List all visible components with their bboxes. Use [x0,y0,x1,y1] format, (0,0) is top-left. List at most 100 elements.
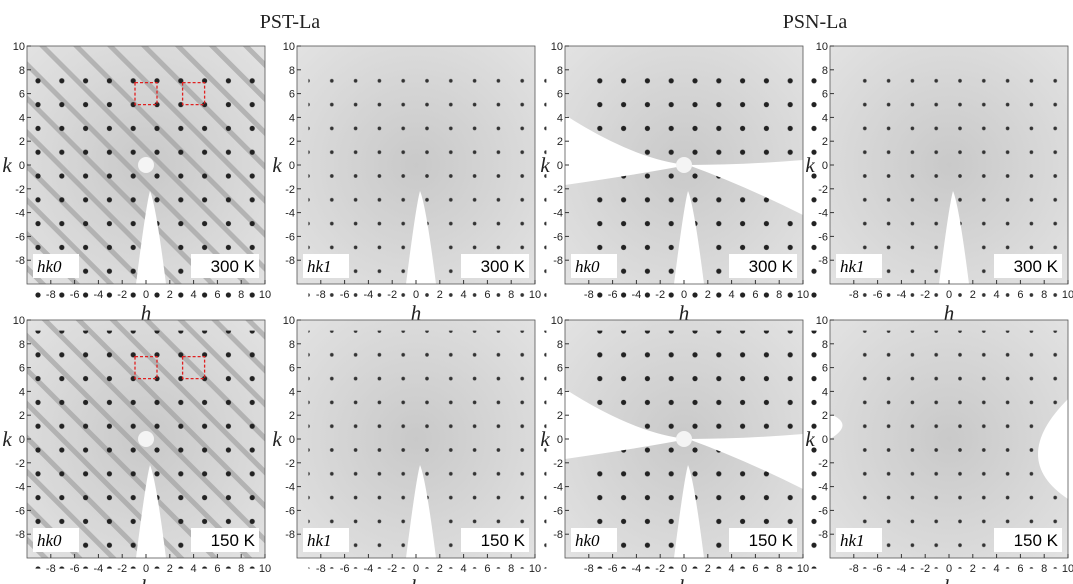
x-tick-label: 10 [797,289,809,301]
x-tick-label: -4 [94,563,104,575]
x-tick-label: 10 [529,289,541,301]
panel: -8 -6 -4 -2 0 2 4 6 8 10 -8 -6 -4 -2 0 2 4 6 8 10 h k hk1 300 K [805,41,1073,325]
blind-region [565,115,688,185]
y-tick-label: 8 [289,65,295,77]
y-tick-label: -4 [553,208,563,220]
group-title: PST-La [260,11,321,33]
y-tick-label: 4 [822,112,828,124]
y-tick-label: -6 [818,231,828,243]
plane-label: hk0 [37,257,62,276]
beamstop-shadow [136,191,166,284]
y-tick-label: 6 [19,89,25,101]
y-axis-label: k [272,427,282,451]
y-tick-label: 2 [289,410,295,422]
x-tick-label: 2 [437,289,443,301]
temperature-box [461,528,529,552]
plane-label: hk1 [307,257,332,276]
beamstop-shadow [406,465,436,558]
panel: -8 -6 -4 -2 0 2 4 6 8 10 -8 -6 -4 -2 0 2 4 6 8 10 h k hk0 300 K [540,41,821,325]
y-tick-label: 0 [557,160,563,172]
x-tick-label: 6 [214,563,220,575]
y-tick-label: -4 [553,482,563,494]
temperature-label: 300 K [211,257,256,276]
x-tick-label: -8 [46,289,56,301]
x-tick-label: -8 [46,563,56,575]
y-tick-label: 6 [19,363,25,375]
y-axis-label: k [2,153,12,177]
x-tick-label: -4 [632,289,642,301]
y-tick-label: -2 [285,184,295,196]
beamstop-shadow [939,191,969,284]
x-axis-label: h [679,301,690,325]
x-tick-label: 8 [508,563,514,575]
y-tick-label: 4 [19,112,25,124]
x-tick-label: 6 [214,289,220,301]
y-tick-label: 0 [289,434,295,446]
plane-label: hk0 [575,531,600,550]
y-tick-label: -6 [285,505,295,517]
y-tick-label: 0 [822,160,828,172]
temperature-label: 150 K [1014,531,1059,550]
y-tick-label: 8 [289,339,295,351]
x-tick-label: -8 [849,289,859,301]
x-tick-label: -4 [897,289,907,301]
y-tick-label: -6 [553,505,563,517]
y-tick-label: 0 [289,160,295,172]
y-axis-label: k [540,153,550,177]
y-tick-label: -6 [15,231,25,243]
y-tick-label: 10 [13,41,25,53]
beamstop-shadow [674,465,704,558]
x-tick-label: 6 [1017,563,1023,575]
x-tick-label: 4 [461,563,467,575]
y-axis-label: k [2,427,12,451]
panel: -8 -6 -4 -2 0 2 4 6 8 10 -8 -6 -4 -2 0 2 4 6 8 10 h k hk1 300 K [272,41,547,325]
x-tick-label: 2 [167,289,173,301]
y-axis-label: k [805,153,815,177]
y-tick-label: 2 [557,410,563,422]
blind-region [565,389,688,459]
y-tick-label: -4 [285,208,295,220]
temperature-label: 150 K [211,531,256,550]
x-tick-label: 8 [776,563,782,575]
panel: -8 -6 -4 -2 0 2 4 6 8 10 -8 -6 -4 -2 0 2 4 6 8 10 h k hk1 150 K [272,315,547,584]
x-tick-label: -4 [632,563,642,575]
x-tick-label: 10 [529,563,541,575]
y-tick-label: 10 [283,41,295,53]
y-tick-label: 10 [551,41,563,53]
y-tick-label: -6 [285,231,295,243]
y-tick-label: 0 [557,434,563,446]
x-tick-label: 10 [1062,563,1073,575]
y-tick-label: 4 [289,112,295,124]
y-tick-label: 8 [822,65,828,77]
y-tick-label: -6 [553,231,563,243]
x-tick-label: 4 [461,289,467,301]
y-tick-label: 6 [557,363,563,375]
y-tick-label: -8 [15,529,25,541]
y-tick-label: -2 [15,458,25,470]
plane-label-box [571,528,617,552]
temperature-box [729,254,797,278]
plane-label-box [33,254,79,278]
x-tick-label: -4 [364,289,374,301]
highlight-box [134,81,158,106]
y-tick-label: -6 [15,505,25,517]
x-axis-label: h [141,575,152,584]
plane-label: hk1 [307,531,332,550]
y-tick-label: 10 [551,315,563,327]
y-tick-label: 8 [557,65,563,77]
temperature-label: 150 K [749,531,794,550]
x-tick-label: 0 [143,563,149,575]
y-tick-label: 10 [13,315,25,327]
highlight-box [181,355,206,380]
y-tick-label: -4 [15,208,25,220]
beamstop-shadow [136,465,166,558]
plane-label-box [303,528,349,552]
direct-beam [676,157,692,173]
x-axis-label: h [944,575,955,584]
y-tick-label: 6 [289,363,295,375]
y-tick-label: -2 [818,184,828,196]
x-tick-label: 2 [970,289,976,301]
y-tick-label: 6 [822,363,828,375]
y-tick-label: 2 [822,136,828,148]
